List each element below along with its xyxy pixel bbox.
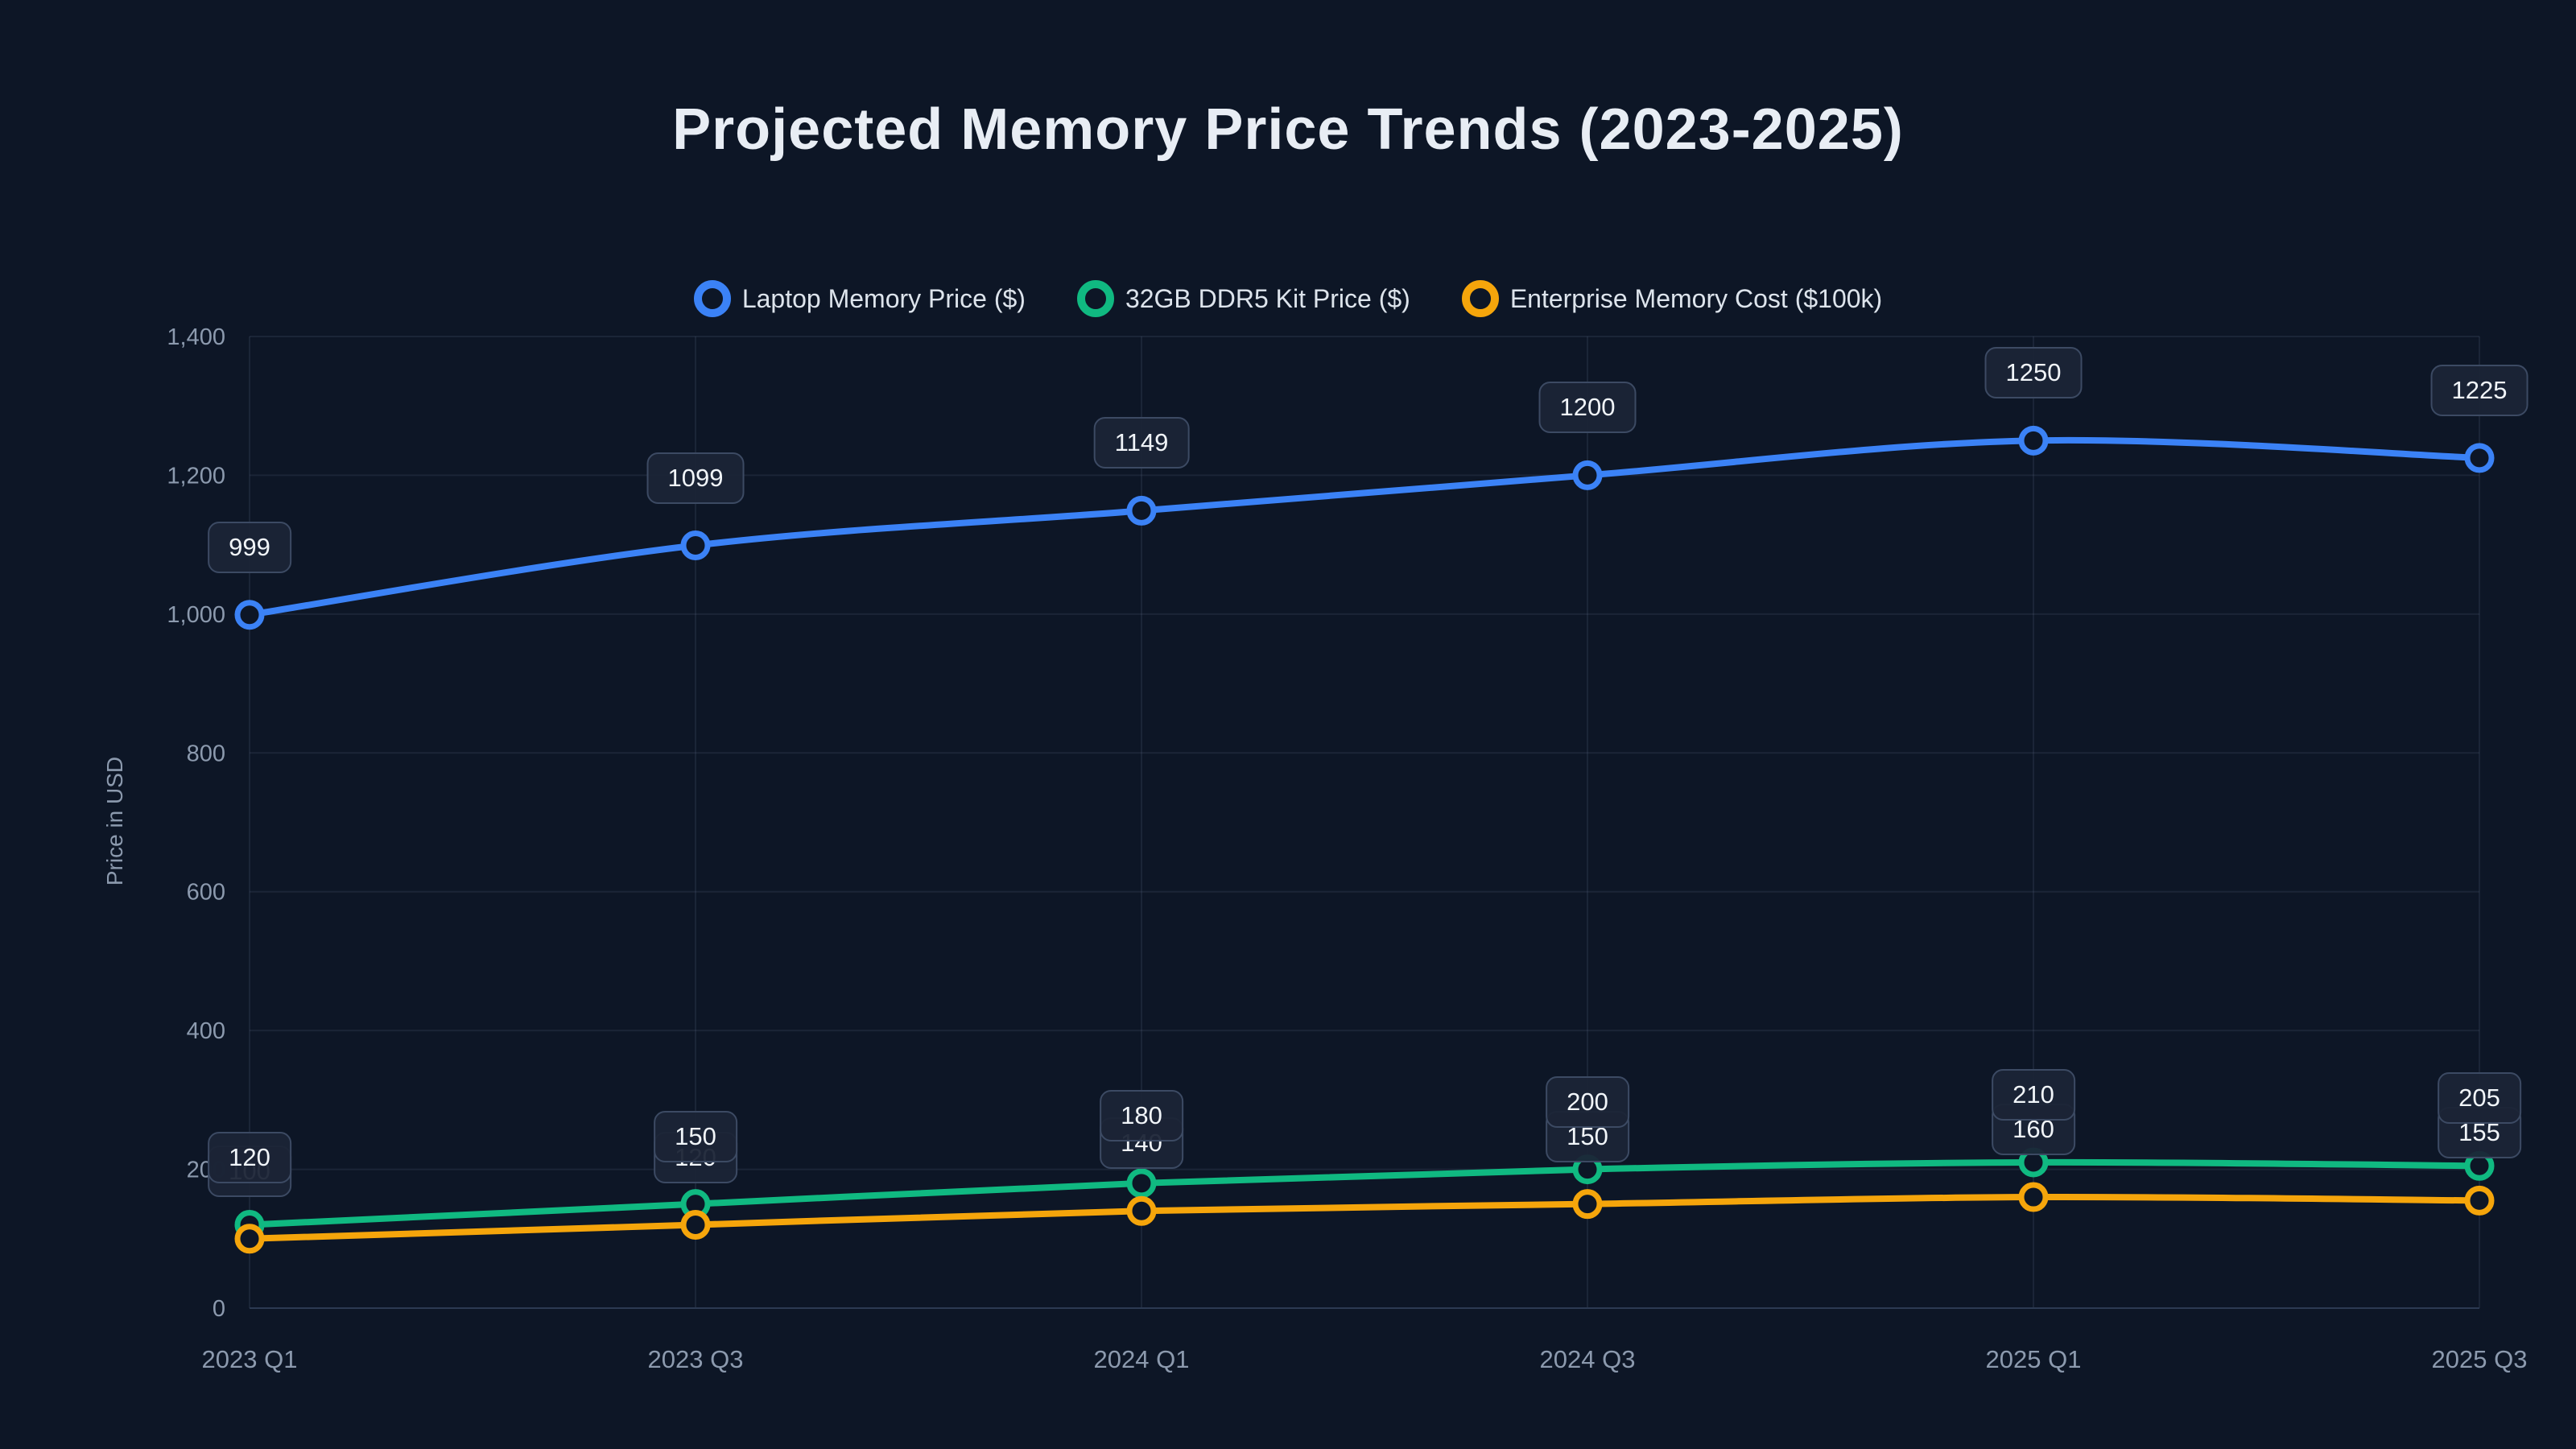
svg-text:1,400: 1,400 [167, 324, 225, 350]
legend-marker-icon [1076, 280, 1114, 317]
svg-text:600: 600 [187, 880, 225, 906]
legend-label: Enterprise Memory Cost ($100k) [1509, 283, 1883, 313]
svg-text:800: 800 [187, 741, 225, 766]
svg-text:400: 400 [187, 1018, 225, 1044]
svg-text:2025 Q3: 2025 Q3 [2432, 1345, 2528, 1373]
svg-text:2023 Q1: 2023 Q1 [202, 1345, 298, 1373]
legend-item[interactable]: Laptop Memory Price ($) [693, 280, 1026, 317]
svg-text:200: 200 [187, 1158, 225, 1183]
legend-label: Laptop Memory Price ($) [741, 283, 1026, 313]
svg-text:2024 Q1: 2024 Q1 [1094, 1345, 1190, 1373]
svg-text:2024 Q3: 2024 Q3 [1540, 1345, 1636, 1373]
svg-text:1,200: 1,200 [167, 463, 225, 489]
svg-text:0: 0 [213, 1296, 225, 1322]
legend-marker-icon [693, 280, 731, 317]
legend-label: 32GB DDR5 Kit Price ($) [1125, 283, 1410, 313]
legend-item[interactable]: 32GB DDR5 Kit Price ($) [1076, 280, 1410, 317]
svg-text:2023 Q3: 2023 Q3 [648, 1345, 744, 1373]
chart-legend: Laptop Memory Price ($) 32GB DDR5 Kit Pri… [0, 280, 2576, 317]
svg-text:1,000: 1,000 [167, 602, 225, 628]
legend-item[interactable]: Enterprise Memory Cost ($100k) [1461, 280, 1883, 317]
chart-title: Projected Memory Price Trends (2023-2025… [672, 97, 1904, 162]
legend-marker-icon [1461, 280, 1499, 317]
svg-text:2025 Q1: 2025 Q1 [1986, 1345, 2082, 1373]
